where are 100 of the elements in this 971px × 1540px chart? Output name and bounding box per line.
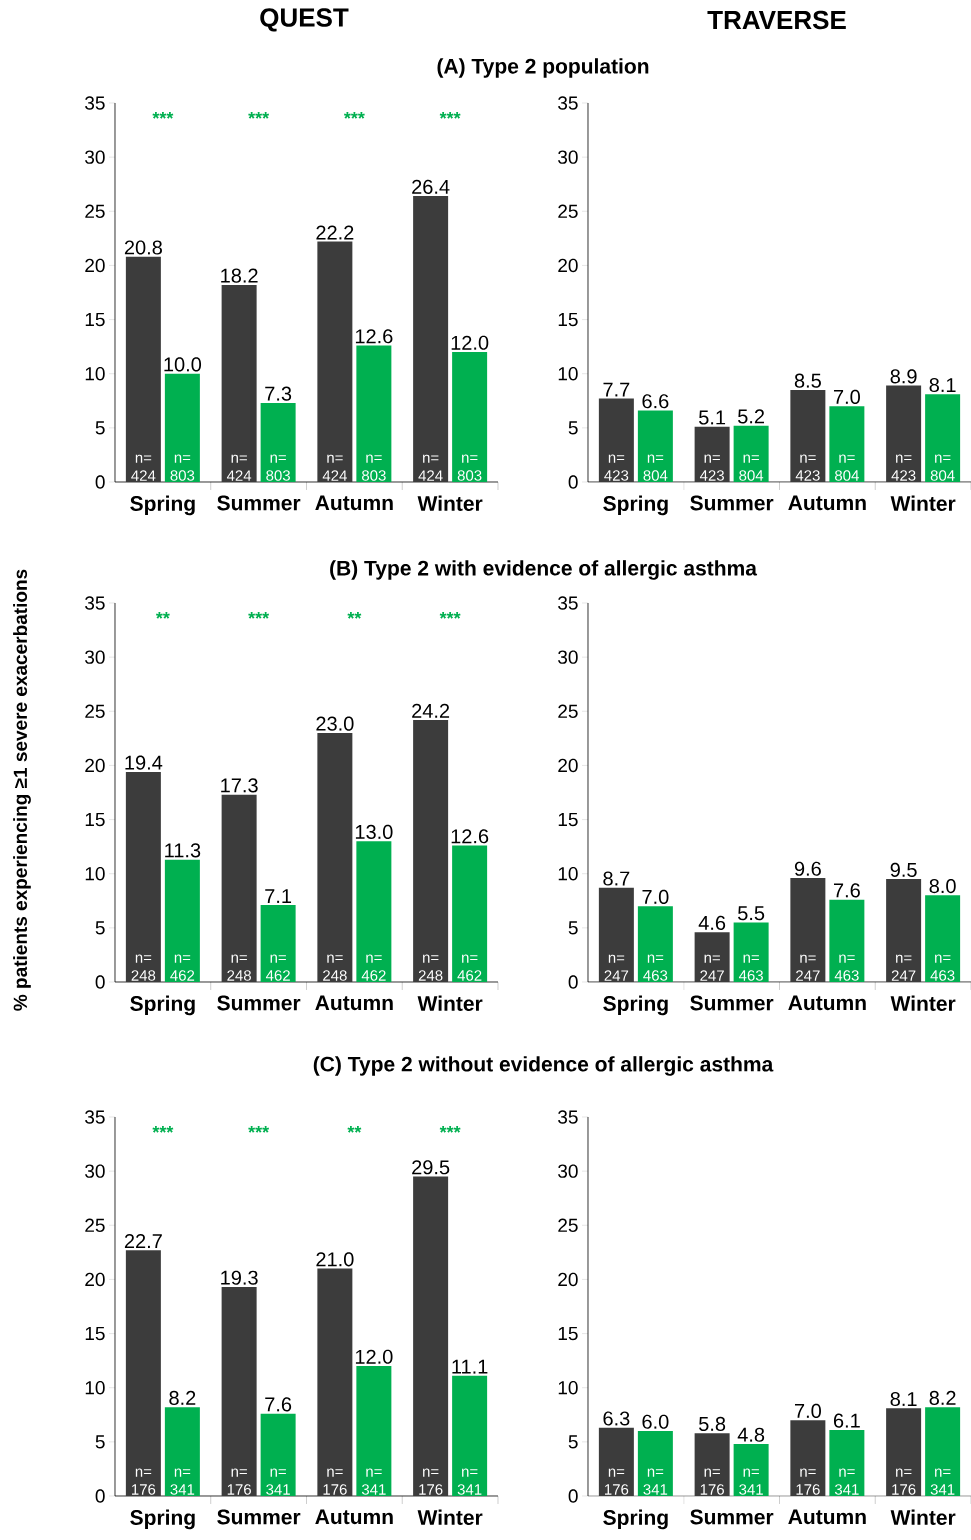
annotation: *** — [248, 111, 270, 119]
data-label: 13.0 — [355, 824, 393, 840]
y-tick-label: 30 — [558, 1164, 578, 1178]
bar — [886, 1408, 922, 1496]
bar — [694, 426, 730, 482]
annotation: *** — [248, 1125, 270, 1133]
bar — [925, 1407, 961, 1496]
bar — [733, 425, 769, 482]
annotation: n= 804 — [835, 454, 859, 481]
data-label: 5.1 — [699, 410, 726, 425]
data-label: 12.0 — [355, 1349, 393, 1364]
data-label: 8.5 — [794, 373, 821, 388]
annotation: *** — [439, 1125, 461, 1133]
y-tick-label: 30 — [558, 150, 578, 164]
y-tick-label: 5 — [95, 421, 105, 435]
x-tick-label: Autumn — [315, 995, 393, 1011]
y-tick-label: 5 — [95, 921, 105, 935]
annotation: n= 804 — [643, 454, 668, 481]
y-tick-label: 20 — [558, 758, 578, 773]
bar — [164, 373, 200, 482]
annotation: n= 248 — [227, 954, 251, 981]
y-tick-label: 30 — [85, 1164, 105, 1178]
data-label: 8.2 — [169, 1390, 196, 1405]
bar — [356, 841, 392, 982]
bar — [637, 1431, 673, 1496]
annotation: *** — [439, 611, 461, 619]
data-label: 6.6 — [642, 394, 669, 409]
bar — [733, 1444, 769, 1496]
bar — [694, 1433, 730, 1496]
bar — [637, 410, 673, 482]
bar — [886, 385, 922, 482]
data-label: 8.1 — [890, 1391, 917, 1407]
data-label: 6.1 — [833, 1413, 860, 1428]
y-tick-label: 20 — [85, 1272, 105, 1287]
x-tick-label: Spring — [603, 495, 668, 516]
annotation: n= 248 — [131, 954, 156, 981]
bar — [790, 878, 826, 982]
annotation: n= 803 — [170, 454, 195, 481]
annotation: n= 423 — [604, 454, 629, 481]
bar — [829, 1429, 865, 1496]
data-label: 21.0 — [316, 1252, 354, 1267]
annotation: n= 803 — [457, 454, 482, 481]
annotation: n= 176 — [227, 1468, 251, 1495]
x-tick-label: Autumn — [315, 1509, 393, 1525]
data-label: 8.1 — [929, 377, 956, 393]
x-tick-label: Spring — [130, 1509, 195, 1530]
data-label: 9.6 — [794, 861, 821, 876]
y-tick-label: 35 — [558, 96, 578, 110]
bar — [164, 1407, 200, 1496]
annotation: *** — [343, 111, 365, 119]
y-tick-label: 0 — [95, 1489, 105, 1503]
x-tick-label: Winter — [890, 495, 956, 511]
bar — [829, 899, 865, 982]
bar — [356, 1366, 392, 1496]
y-tick-label: 15 — [85, 1326, 105, 1341]
bar — [886, 879, 922, 982]
annotation: n= 341 — [930, 1468, 955, 1495]
y-tick-label: 5 — [568, 921, 578, 935]
y-tick-label: 10 — [558, 366, 578, 381]
y-tick-label: 0 — [568, 975, 578, 989]
annotation: n= 803 — [266, 454, 290, 481]
x-tick-label: Spring — [130, 995, 195, 1016]
bar — [356, 345, 392, 482]
annotation: n= 176 — [796, 1468, 820, 1495]
y-tick-label: 30 — [558, 650, 578, 664]
data-label: 4.6 — [698, 915, 726, 930]
y-tick-label: 20 — [558, 1272, 578, 1287]
annotation: n= 803 — [362, 454, 386, 481]
data-label: 6.0 — [642, 1414, 669, 1429]
y-tick-label: 10 — [85, 866, 105, 881]
y-tick-label: 25 — [85, 204, 105, 219]
bar — [452, 845, 488, 982]
y-tick-label: 10 — [558, 866, 578, 881]
bar — [221, 794, 257, 982]
data-label: 12.0 — [451, 335, 489, 350]
x-tick-label: Winter — [417, 495, 483, 511]
x-tick-label: Summer — [690, 1509, 774, 1525]
y-tick-label: 25 — [85, 1218, 105, 1233]
annotation: n= 248 — [323, 954, 347, 981]
x-tick-label: Summer — [217, 495, 301, 511]
data-label: 10.0 — [164, 357, 202, 372]
text: (C) Type 2 without evidence of allergic asthma — [313, 1056, 774, 1076]
annotation: n= 176 — [605, 1468, 629, 1495]
annotation: n= 247 — [796, 954, 820, 981]
bar — [925, 394, 961, 482]
data-label: 22.2 — [316, 225, 354, 240]
y-tick-label: 25 — [558, 704, 578, 719]
data-label: 7.6 — [265, 1397, 292, 1412]
annotation: n= 247 — [700, 954, 724, 981]
y-tick-label: 20 — [85, 758, 105, 773]
annotation: n= 424 — [418, 454, 443, 481]
annotation: n= 423 — [891, 454, 916, 481]
annotation: n= 423 — [795, 454, 820, 481]
bar — [925, 895, 961, 982]
annotation: n= 463 — [834, 954, 859, 981]
annotation: ** — [347, 611, 362, 619]
annotation: ** — [347, 1125, 362, 1133]
y-tick-label: 20 — [85, 258, 105, 273]
bar — [694, 932, 730, 982]
y-tick-label: 15 — [558, 312, 578, 327]
